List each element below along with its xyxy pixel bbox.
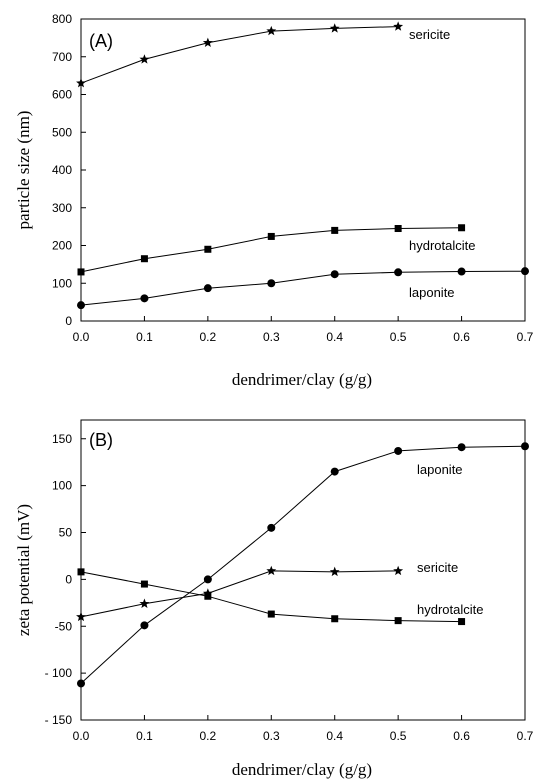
data-point-hydrotalcite-a <box>77 268 85 276</box>
x-tick-label-a: 0.0 <box>73 330 90 344</box>
series-label-sericite-a: sericite <box>409 27 450 42</box>
y-tick-label-a: 300 <box>52 201 72 215</box>
series-b <box>76 442 529 688</box>
series-label-hydrotalcite-b: hydrotalcite <box>417 602 483 617</box>
y-tick-label-a: 0 <box>65 314 72 328</box>
y-tick-label-a: 500 <box>52 125 72 139</box>
series-label-hydrotalcite-a: hydrotalcite <box>409 238 475 253</box>
data-point-hydrotalcite-b <box>331 615 339 623</box>
data-point-hydrotalcite-a <box>267 232 275 240</box>
y-tick-label-a: 800 <box>52 12 72 26</box>
x-tick-label-b: 0.0 <box>73 729 90 743</box>
x-tick-label-a: 0.6 <box>453 330 470 344</box>
data-point-laponite-b <box>203 575 212 584</box>
x-tick-label-b: 0.3 <box>263 729 280 743</box>
data-point-laponite-b <box>267 523 276 532</box>
y-tick-label-a: 200 <box>52 239 72 253</box>
data-point-hydrotalcite-a <box>140 255 148 263</box>
panel-b: (B) 0.0 0.1 0.2 0.3 0.4 0.5 0.6 0.7 - 150 - 100 -5… <box>14 419 534 779</box>
panel-label-b: (B) <box>89 430 113 450</box>
y-tick-label-a: 700 <box>52 50 72 64</box>
y-tick-label-b: 0 <box>65 572 72 586</box>
data-point-laponite-a <box>521 267 529 276</box>
x-axis-title-a: dendrimer/clay (g/g) <box>232 370 372 389</box>
y-tick-label-b: -50 <box>55 619 73 633</box>
y-tick-label-b: 100 <box>52 479 72 493</box>
series-a <box>76 21 529 310</box>
data-point-laponite-a <box>140 294 149 303</box>
ticks-a: 0.0 0.1 0.2 0.3 0.4 0.5 0.6 0.7 0 100 200 300 400 500… <box>52 12 534 344</box>
y-tick-label-a: 400 <box>52 163 72 177</box>
data-point-laponite-a <box>267 279 276 288</box>
data-point-sericite-a <box>266 25 277 36</box>
data-point-hydrotalcite-b <box>204 592 212 600</box>
series-label-laponite-a: laponite <box>409 285 455 300</box>
data-point-hydrotalcite-b <box>140 580 148 588</box>
x-tick-label-b: 0.5 <box>390 729 407 743</box>
data-point-sericite-b <box>76 611 86 622</box>
y-tick-label-a: 100 <box>52 276 72 290</box>
data-point-laponite-a <box>77 301 85 310</box>
x-tick-label-a: 0.4 <box>326 330 343 344</box>
y-tick-label-b: - 150 <box>45 713 73 727</box>
series-line-sericite-b <box>80 570 399 618</box>
series-label-laponite-b: laponite <box>417 462 463 477</box>
data-point-laponite-a <box>394 268 403 277</box>
data-point-sericite-a <box>139 54 150 64</box>
series-line-laponite-a <box>80 270 526 306</box>
data-point-hydrotalcite-b <box>394 617 402 625</box>
data-point-sericite-a <box>202 37 213 47</box>
data-point-laponite-b <box>140 621 149 630</box>
panel-label-a: (A) <box>89 31 113 51</box>
x-tick-label-a: 0.1 <box>136 330 153 344</box>
data-point-sericite-b <box>266 565 277 576</box>
data-point-laponite-a <box>457 267 466 276</box>
x-axis-title-b: dendrimer/clay (g/g) <box>232 760 372 779</box>
x-tick-label-b: 0.1 <box>136 729 153 743</box>
x-tick-label-a: 0.3 <box>263 330 280 344</box>
y-axis-title-a: particle size (nm) <box>14 111 33 230</box>
data-point-laponite-b <box>521 442 529 451</box>
y-axis-title-b: zeta potential (mV) <box>14 504 33 636</box>
data-point-hydrotalcite-a <box>394 225 402 233</box>
data-point-hydrotalcite-a <box>204 245 212 253</box>
series-line-laponite-b <box>80 445 526 684</box>
data-point-laponite-b <box>394 446 403 455</box>
x-tick-label-b: 0.2 <box>200 729 217 743</box>
data-point-sericite-b <box>329 566 340 577</box>
data-point-sericite-a <box>76 77 86 88</box>
y-tick-label-a: 600 <box>52 88 72 102</box>
data-point-sericite-a <box>329 23 340 33</box>
x-tick-label-b: 0.6 <box>453 729 470 743</box>
panel-a: (A) 0.0 0.1 0.2 0.3 0.4 0.5 0.6 0.7 0 100 200 300 40… <box>14 12 534 389</box>
x-tick-label-b: 0.4 <box>326 729 343 743</box>
x-tick-label-a: 0.2 <box>200 330 217 344</box>
y-tick-label-b: 50 <box>59 526 73 540</box>
data-point-laponite-b <box>457 443 466 452</box>
data-point-hydrotalcite-a <box>458 224 466 232</box>
series-line-sericite-a <box>80 26 399 84</box>
data-point-sericite-b <box>393 565 404 576</box>
data-point-hydrotalcite-b <box>267 610 275 618</box>
x-tick-label-b: 0.7 <box>517 729 534 743</box>
series-label-sericite-b: sericite <box>417 560 458 575</box>
x-tick-label-a: 0.7 <box>517 330 534 344</box>
data-point-sericite-b <box>139 598 150 608</box>
data-point-hydrotalcite-b <box>458 618 466 626</box>
data-point-hydrotalcite-a <box>331 226 339 234</box>
x-tick-label-a: 0.5 <box>390 330 407 344</box>
data-point-laponite-b <box>330 467 339 476</box>
data-point-laponite-b <box>77 679 85 688</box>
data-point-hydrotalcite-b <box>77 568 85 576</box>
data-point-laponite-a <box>330 270 339 279</box>
data-point-sericite-a <box>393 21 404 31</box>
data-point-laponite-a <box>203 284 212 293</box>
plot-frame-a <box>80 18 526 322</box>
y-tick-label-b: - 100 <box>45 666 73 680</box>
y-tick-label-b: 150 <box>52 432 72 446</box>
ticks-b: 0.0 0.1 0.2 0.3 0.4 0.5 0.6 0.7 - 150 - 100 -50 0 50… <box>45 432 534 743</box>
